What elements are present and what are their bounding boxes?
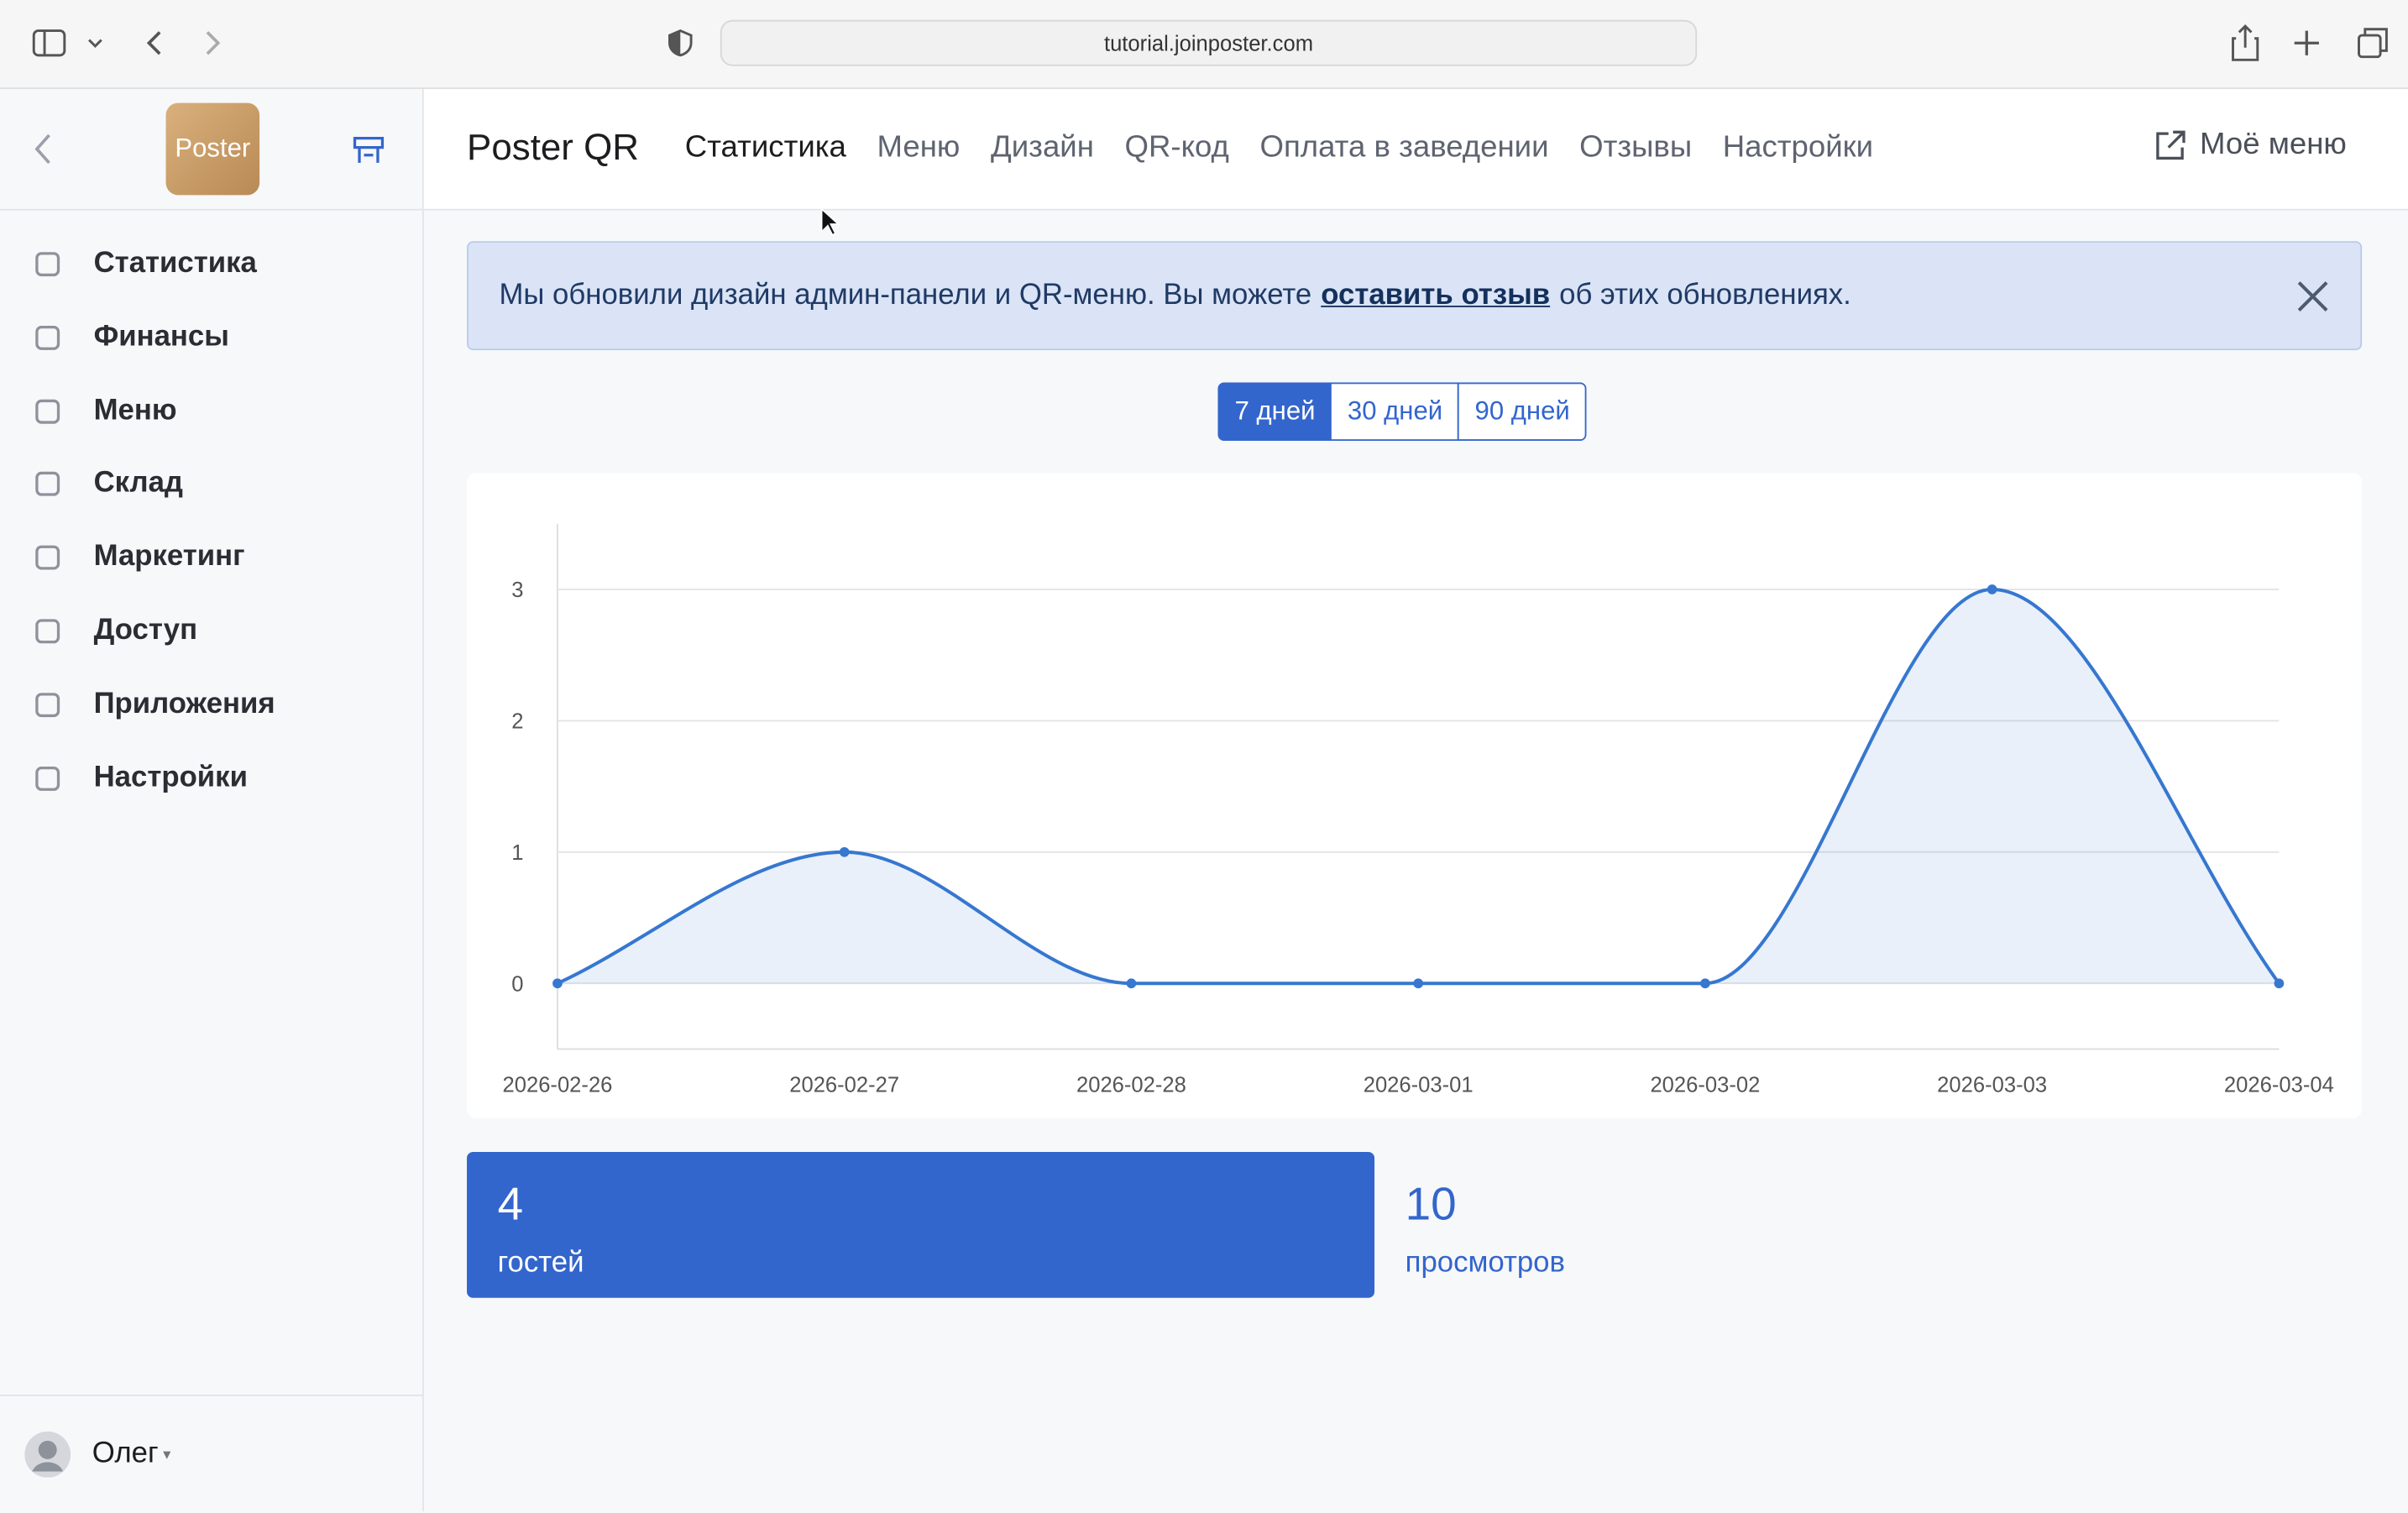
sidebar-label: Статистика — [93, 247, 257, 280]
icon-shape — [35, 252, 60, 277]
shield-icon — [668, 29, 693, 57]
nav-item[interactable]: Оплата в заведении — [1259, 130, 1549, 165]
nav-item[interactable]: Дизайн — [990, 130, 1094, 165]
sidebar-label: Настройки — [93, 761, 248, 794]
stat-card: 4 гостей — [467, 1151, 1375, 1298]
range-button[interactable]: 90 дней — [1458, 382, 1587, 442]
sidebar-icon — [35, 252, 60, 277]
sidebar-item[interactable]: Маркетинг — [0, 521, 422, 594]
x-tick-label: 2026-03-03 — [1937, 1074, 2047, 1097]
chart: 0 1 2 3 2026-02-26 2026-02-27 2026-02-28 2026-0… — [467, 473, 2363, 1118]
sidebar-icon — [35, 766, 60, 791]
sidebar-label: Маркетинг — [93, 541, 245, 573]
x-tick-label: 2026-03-04 — [2224, 1074, 2334, 1097]
sidebar-item[interactable]: Меню — [0, 374, 422, 448]
sidebar-item[interactable]: Финансы — [0, 301, 422, 374]
y-tick-label: 2 — [511, 710, 523, 734]
x-tick-label: 2026-02-28 — [1076, 1074, 1186, 1097]
icon-shape — [35, 399, 60, 423]
sidebar: Poster Статистика Финансы Меню Склад Маркети… — [0, 89, 424, 1513]
sidebar-label: Приложения — [93, 688, 275, 720]
sidebar-item[interactable]: Доступ — [0, 594, 422, 668]
range-button[interactable]: 7 дней — [1217, 382, 1332, 442]
toolbar-controls[interactable] — [31, 28, 246, 61]
x-tick-label: 2026-02-27 — [789, 1074, 899, 1097]
stat-label: гостей — [497, 1247, 584, 1280]
sidebar-header: Poster — [0, 89, 423, 211]
area — [557, 589, 2280, 984]
my-menu-text: Моё меню — [2199, 127, 2347, 162]
point — [552, 978, 563, 989]
caret: ▾ — [163, 1446, 171, 1463]
x-tick-label: 2026-03-01 — [1364, 1074, 1474, 1097]
sidebar-item[interactable]: Приложения — [0, 668, 422, 741]
x-tick-label: 2026-02-26 — [503, 1074, 613, 1097]
point — [1700, 978, 1710, 989]
y-tick-label: 1 — [511, 841, 523, 865]
sidebar-label: Финансы — [93, 320, 229, 353]
external-icon — [2156, 129, 2186, 160]
feedback-link[interactable]: оставить отзыв — [1321, 279, 1551, 312]
cursor — [820, 207, 840, 237]
nav-item[interactable]: Меню — [877, 130, 961, 165]
nav-item[interactable]: Настройки — [1722, 130, 1874, 165]
sidebar-label: Меню — [93, 394, 177, 427]
user-name: Олег — [92, 1437, 159, 1470]
x-tick-label: 2026-03-02 — [1650, 1074, 1760, 1097]
icon-shape — [35, 619, 60, 644]
y-tick-label: 0 — [511, 972, 523, 996]
sidebar-item[interactable]: Склад — [0, 448, 422, 521]
range-selector: 7 дней 30 дней 90 дней — [1217, 382, 1587, 442]
brand: Poster QR — [467, 127, 639, 170]
icon-shape — [35, 472, 60, 497]
stat-value: 10 — [1405, 1179, 1457, 1231]
banner-text: об этих обновлениях. — [1559, 279, 1851, 312]
app-logo[interactable]: Poster — [165, 102, 260, 196]
point — [2274, 978, 2285, 989]
top-nav: Статистика Меню Дизайн QR-код Оплата в завед… — [685, 130, 1873, 165]
point — [1126, 978, 1137, 989]
sidebar-item[interactable]: Статистика — [0, 228, 422, 301]
nav-item[interactable]: QR-код — [1124, 130, 1229, 165]
sidebar-icon — [35, 692, 60, 717]
sidebar-label: Склад — [93, 467, 183, 500]
icon-shape — [35, 545, 60, 570]
icon-shape — [35, 325, 60, 350]
range-button[interactable]: 30 дней — [1330, 382, 1460, 442]
banner-text: Мы обновили дизайн админ-панели и QR-мен… — [499, 279, 1312, 312]
url-text: tutorial.joinposter.com — [1103, 30, 1314, 55]
y-tick-label: 3 — [511, 578, 523, 602]
icon-shape — [35, 766, 60, 791]
avatar — [24, 1431, 71, 1478]
line — [557, 587, 2281, 986]
sidebar-icon — [35, 545, 60, 570]
nav-item[interactable]: Отзывы — [1579, 130, 1693, 165]
sidebar-label: Доступ — [93, 614, 198, 647]
update-banner: Мы обновили дизайн админ-панели и QR-мен… — [467, 241, 2363, 351]
icon-shape — [35, 692, 60, 717]
point — [839, 846, 850, 857]
store-icon[interactable] — [352, 134, 385, 167]
nav-item[interactable]: Статистика — [684, 130, 846, 165]
sidebar-item[interactable]: Настройки — [0, 741, 422, 815]
stat-card: 10 просмотров — [1374, 1152, 1835, 1298]
sidebar-icon — [35, 472, 60, 497]
top-header: Poster QR Статистика Меню Дизайн QR-код Опла… — [423, 89, 2408, 211]
close-button[interactable] — [2296, 280, 2330, 313]
sidebar-icon — [35, 619, 60, 644]
browser-toolbar: tutorial.joinposter.com — [0, 0, 2408, 90]
my-menu-link[interactable]: Моё меню — [2154, 128, 2347, 163]
stat-value: 4 — [497, 1179, 524, 1231]
user-menu[interactable]: Олег ▾ — [0, 1395, 423, 1513]
stat-label: просмотров — [1405, 1247, 1565, 1280]
point — [1987, 584, 1997, 594]
toolbar-actions[interactable] — [2227, 23, 2388, 63]
point — [1413, 978, 1424, 989]
collapse-button[interactable] — [31, 132, 55, 165]
sidebar-icon — [35, 325, 60, 350]
address-bar[interactable]: tutorial.joinposter.com — [720, 19, 1698, 66]
sidebar-icon — [35, 399, 60, 423]
